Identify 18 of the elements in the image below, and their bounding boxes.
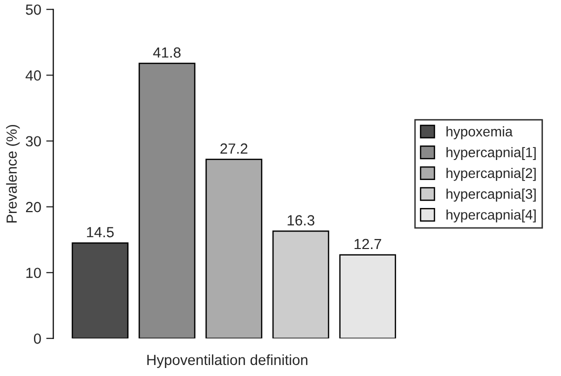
y-tick-label: 0 <box>34 334 41 344</box>
y-axis-title: Prevalence (%) <box>6 124 20 223</box>
data-label: 16.3 <box>288 215 314 226</box>
data-label: 14.5 <box>87 227 114 238</box>
y-tick-label: 10 <box>26 268 41 278</box>
legend-label: hypoxemia <box>446 126 513 140</box>
data-label: 27.2 <box>220 143 248 154</box>
legend-label: hypercapnia[3] <box>446 188 536 202</box>
y-tick-label: 30 <box>26 136 41 146</box>
y-tick-label: 20 <box>26 202 41 212</box>
legend-label: hypercapnia[2] <box>446 168 536 181</box>
data-label: 12.7 <box>354 238 382 250</box>
legend-label: hypercapnia[4] <box>446 209 536 222</box>
y-tick-label: 50 <box>26 4 41 15</box>
x-axis-title: Hypoventilation definition <box>147 354 308 368</box>
y-tick-label: 40 <box>26 70 41 81</box>
legend-label: hypercapnia[1] <box>446 147 536 160</box>
data-label: 41.8 <box>153 47 181 58</box>
